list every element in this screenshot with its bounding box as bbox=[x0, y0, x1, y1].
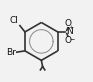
Text: O: O bbox=[64, 36, 71, 45]
Text: O: O bbox=[64, 19, 71, 28]
Text: −: − bbox=[69, 36, 75, 41]
Text: Br: Br bbox=[7, 48, 16, 57]
Text: N: N bbox=[66, 27, 72, 36]
Text: Cl: Cl bbox=[10, 16, 19, 25]
Text: +: + bbox=[68, 25, 73, 30]
